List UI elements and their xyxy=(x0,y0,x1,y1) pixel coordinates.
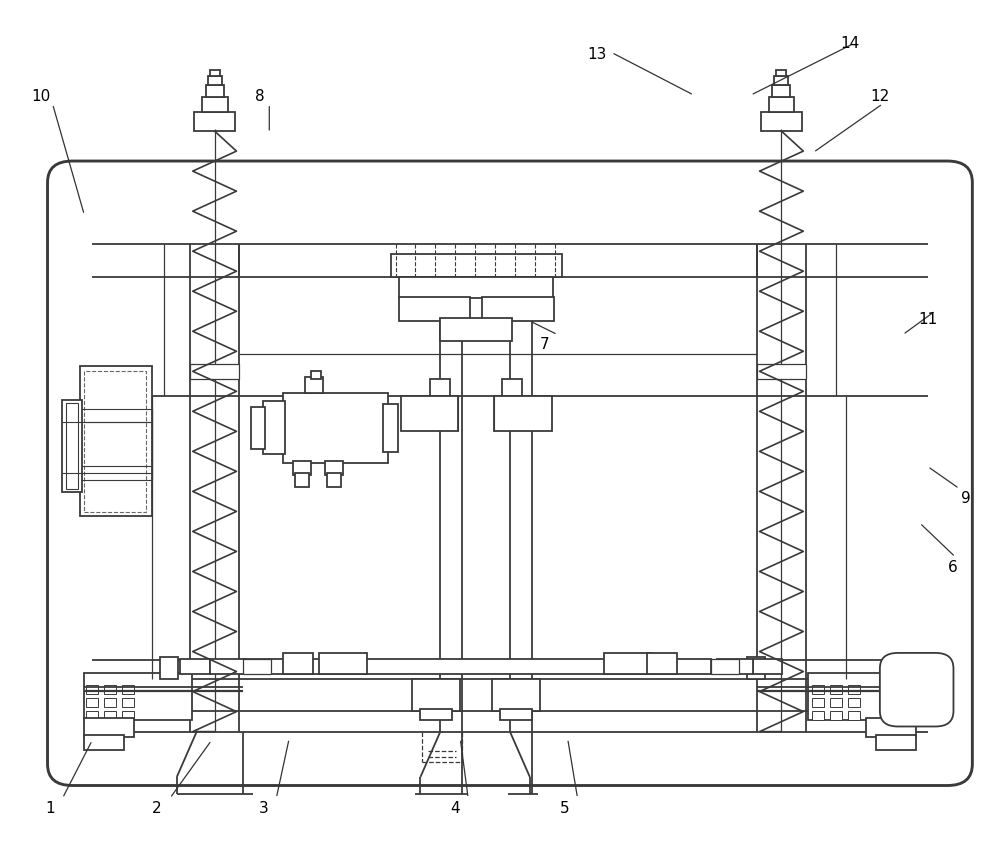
Text: 12: 12 xyxy=(870,90,890,104)
FancyBboxPatch shape xyxy=(880,653,953,727)
Bar xyxy=(86,698,98,707)
Bar xyxy=(325,461,343,475)
Bar xyxy=(830,698,842,707)
Bar xyxy=(243,659,711,674)
Bar xyxy=(295,474,309,487)
Text: 13: 13 xyxy=(588,46,607,62)
Bar xyxy=(180,659,210,674)
Bar xyxy=(757,364,806,379)
Bar xyxy=(327,474,341,487)
Bar xyxy=(84,718,134,737)
Bar xyxy=(769,97,794,112)
Text: 8: 8 xyxy=(255,90,264,104)
Bar xyxy=(243,659,271,674)
Text: 6: 6 xyxy=(948,560,957,575)
Bar xyxy=(482,297,554,321)
Bar xyxy=(206,85,224,97)
Bar xyxy=(848,698,860,707)
Bar xyxy=(420,709,452,720)
Bar xyxy=(876,735,916,751)
Text: 11: 11 xyxy=(918,312,937,327)
Bar xyxy=(283,393,388,463)
Bar xyxy=(305,377,323,393)
Bar xyxy=(399,297,470,321)
Bar xyxy=(62,400,82,492)
Text: 10: 10 xyxy=(31,90,50,104)
Bar xyxy=(808,672,916,720)
Bar xyxy=(711,659,739,674)
Bar xyxy=(311,370,321,379)
Bar xyxy=(104,685,116,694)
Bar xyxy=(202,97,228,112)
Bar xyxy=(848,711,860,720)
Text: 3: 3 xyxy=(258,801,268,816)
Bar xyxy=(866,718,916,737)
Bar xyxy=(774,77,788,85)
Bar xyxy=(761,112,802,131)
Bar xyxy=(251,406,265,449)
Bar xyxy=(502,379,522,396)
Bar xyxy=(84,672,192,720)
Text: 5: 5 xyxy=(560,801,569,816)
Bar xyxy=(84,735,124,751)
Bar xyxy=(500,709,532,720)
Bar xyxy=(753,659,782,674)
Bar xyxy=(830,685,842,694)
Bar xyxy=(66,403,78,489)
Bar xyxy=(160,657,178,678)
Bar xyxy=(383,404,398,452)
Bar xyxy=(283,653,313,674)
Bar xyxy=(430,379,450,396)
Bar xyxy=(263,401,285,455)
Bar xyxy=(399,276,553,298)
Bar xyxy=(86,711,98,720)
Text: 2: 2 xyxy=(152,801,162,816)
Bar xyxy=(80,366,152,516)
Bar xyxy=(812,711,824,720)
Bar xyxy=(747,657,765,678)
Bar xyxy=(492,678,540,711)
Bar xyxy=(717,659,753,674)
Bar xyxy=(647,653,677,674)
Bar xyxy=(122,698,134,707)
Bar xyxy=(208,77,222,85)
Bar xyxy=(848,685,860,694)
Bar xyxy=(194,112,235,131)
Bar xyxy=(604,653,652,674)
Bar xyxy=(319,653,367,674)
Bar xyxy=(812,698,824,707)
Bar xyxy=(776,70,786,77)
Bar xyxy=(190,364,239,379)
Bar xyxy=(122,685,134,694)
Text: 9: 9 xyxy=(961,492,970,506)
Bar xyxy=(494,396,552,430)
Bar xyxy=(210,70,220,77)
Bar xyxy=(86,685,98,694)
Bar xyxy=(104,711,116,720)
Bar xyxy=(440,319,512,341)
Text: 4: 4 xyxy=(450,801,460,816)
Bar xyxy=(772,85,790,97)
Bar xyxy=(84,370,146,511)
Bar xyxy=(391,254,562,276)
Bar xyxy=(122,711,134,720)
Bar xyxy=(210,659,245,674)
Bar xyxy=(401,396,458,430)
Bar xyxy=(812,685,824,694)
Text: 7: 7 xyxy=(540,338,550,352)
Bar xyxy=(293,461,311,475)
Bar xyxy=(412,678,460,711)
Text: 14: 14 xyxy=(840,36,860,52)
Bar xyxy=(830,711,842,720)
Bar xyxy=(104,698,116,707)
Text: 1: 1 xyxy=(46,801,55,816)
FancyBboxPatch shape xyxy=(48,161,972,785)
